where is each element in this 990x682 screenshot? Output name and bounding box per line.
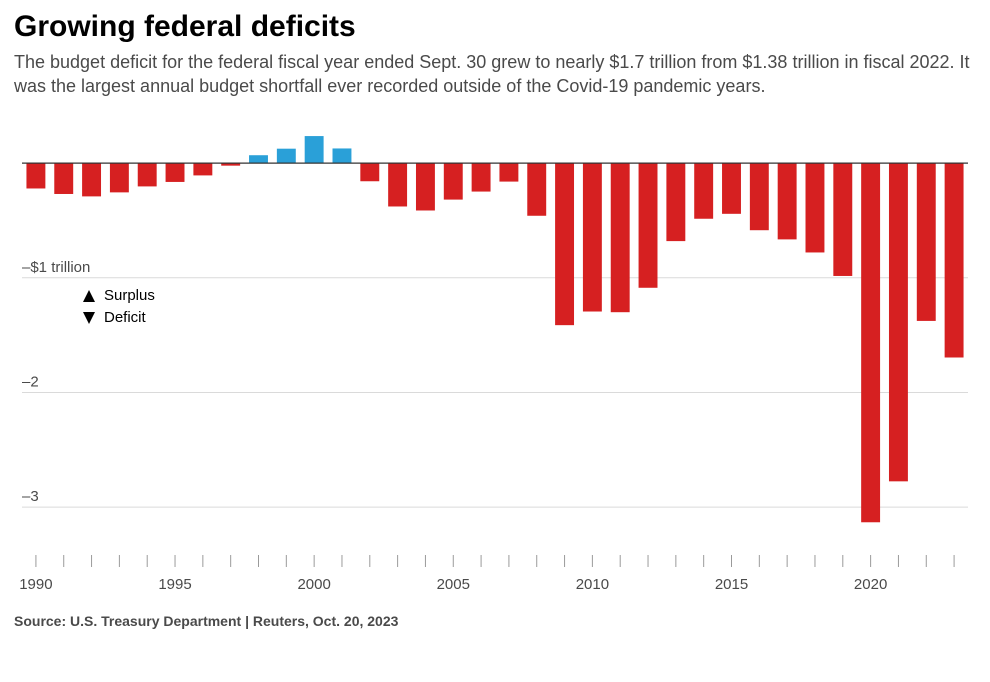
bar (806, 163, 825, 252)
bar (416, 163, 435, 210)
legend-surplus-label: Surplus (104, 287, 155, 304)
bar (26, 163, 45, 188)
bar (360, 163, 379, 181)
bar (611, 163, 630, 312)
x-tick-label: 1990 (19, 576, 52, 593)
bar (333, 148, 352, 163)
bar (193, 163, 212, 175)
bar (666, 163, 685, 241)
x-tick-label: 2010 (576, 576, 609, 593)
bar (694, 163, 713, 219)
bar (305, 136, 324, 163)
deficit-chart: –$1 trillion –2 –3 1990 1995 2000 2005 2010 2015… (14, 117, 976, 607)
chart-subtitle: The budget deficit for the federal fisca… (14, 50, 974, 99)
bar (778, 163, 797, 239)
y-tick-label: –3 (22, 488, 39, 505)
bar (722, 163, 741, 214)
triangle-up-icon (82, 289, 96, 303)
x-tick-label: 2005 (437, 576, 470, 593)
triangle-down-icon (82, 311, 96, 325)
legend-deficit-label: Deficit (104, 309, 146, 326)
chart-svg: –$1 trillion –2 –3 1990 1995 2000 2005 2010 2015… (14, 117, 976, 607)
x-tick-label: 1995 (158, 576, 191, 593)
y-tick-label: –2 (22, 373, 39, 390)
bar (861, 163, 880, 522)
y-tick-label: –$1 trillion (22, 258, 90, 275)
bar (583, 163, 602, 311)
x-tick-label: 2020 (854, 576, 887, 593)
bar (444, 163, 463, 199)
bar (388, 163, 407, 206)
x-tick-label: 2015 (715, 576, 748, 593)
bar (917, 163, 936, 321)
legend-deficit: Deficit (82, 307, 155, 329)
bar (750, 163, 769, 230)
bar (82, 163, 101, 196)
bar (138, 163, 157, 186)
bar (555, 163, 574, 325)
chart-legend: Surplus Deficit (82, 285, 155, 329)
bar (166, 163, 185, 182)
bar (54, 163, 73, 194)
page-title: Growing federal deficits (14, 10, 976, 44)
bar (249, 155, 268, 163)
bar (499, 163, 518, 181)
bar (110, 163, 129, 192)
bar (945, 163, 964, 357)
bar (889, 163, 908, 481)
bar (472, 163, 491, 191)
x-tick-label: 2000 (297, 576, 330, 593)
bar (639, 163, 658, 288)
chart-source: Source: U.S. Treasury Department | Reute… (14, 613, 976, 629)
bar (277, 148, 296, 162)
bar (527, 163, 546, 216)
bar (833, 163, 852, 276)
legend-surplus: Surplus (82, 285, 155, 307)
